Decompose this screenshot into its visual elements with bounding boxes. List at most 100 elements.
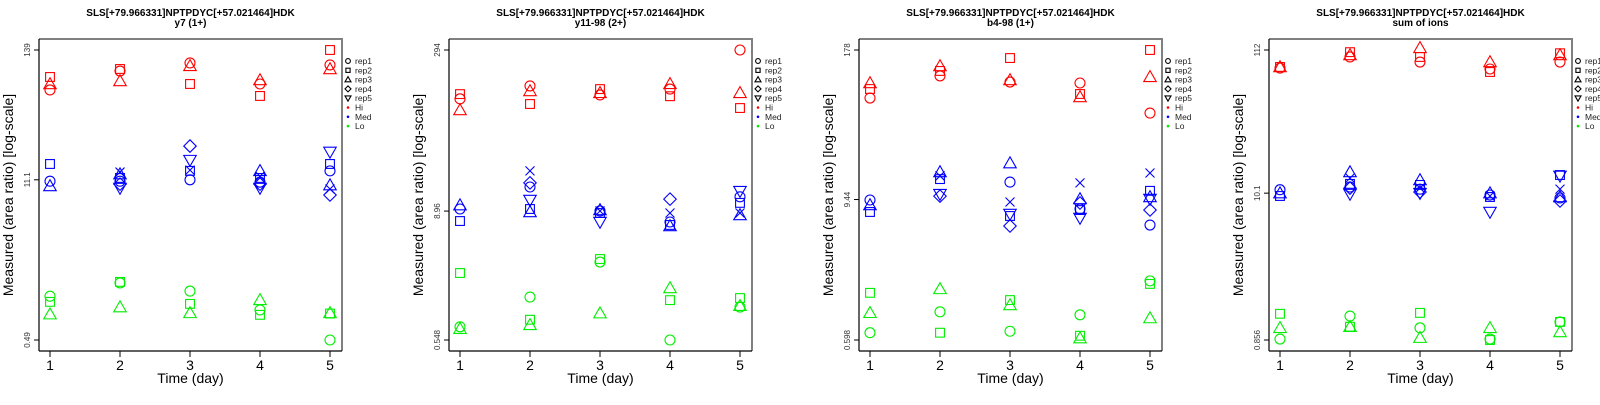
chart-panel: SLS[+79.966331]NPTPDYC[+57.021464]HDK b4… <box>820 8 1192 386</box>
x-tick-label: 1 <box>46 357 54 373</box>
data-point-med-diamond-marker <box>182 139 198 154</box>
data-point-hi-circle-marker <box>254 78 266 90</box>
legend-label: Hi <box>1175 103 1183 113</box>
y-tick-label: 294 <box>433 43 442 57</box>
data-point-hi-square-marker <box>255 91 265 101</box>
y-axis-label: Measured (area ratio) [log-scale] <box>0 94 16 296</box>
data-point-med-diamond-marker <box>1002 218 1018 234</box>
legend-label: Med <box>1175 112 1192 122</box>
data-point-hi-square-marker <box>1485 67 1495 77</box>
data-point-med-triangle-marker <box>522 204 538 218</box>
legend-triangle-icon <box>1164 75 1172 83</box>
plot-frame <box>39 38 343 351</box>
data-point-lo-circle-marker <box>1004 325 1016 337</box>
data-point-med-inverted-triangle-marker <box>732 185 748 199</box>
data-point-lo-square-marker <box>325 308 335 319</box>
legend-label: rep1 <box>1175 56 1192 66</box>
data-point-lo-triangle-marker <box>1002 297 1018 311</box>
legend-label: rep4 <box>355 84 372 94</box>
data-point-lo-triangle-marker <box>862 305 878 319</box>
data-point-med-square-marker <box>525 204 535 214</box>
data-point-hi-square-marker <box>595 84 605 95</box>
data-point-med-inverted-triangle-marker <box>1142 193 1158 207</box>
data-point-med-circle-marker <box>1274 184 1286 196</box>
data-point-med-square-marker <box>1275 191 1285 201</box>
data-point-med-triangle-marker <box>1072 191 1088 205</box>
chart-panel: SLS[+79.966331]NPTPDYC[+57.021464]HDK y1… <box>410 8 782 386</box>
legend-label: Lo <box>765 121 775 131</box>
data-point-med-circle-marker <box>1004 176 1016 188</box>
legend-label: rep3 <box>765 75 782 85</box>
data-point-lo-square-marker <box>1275 308 1285 319</box>
data-point-lo-circle-marker <box>864 327 876 339</box>
y-tick-label: 10.1 <box>1253 185 1262 201</box>
data-point-hi-square-marker <box>1415 52 1425 62</box>
data-point-hi-triangle-marker <box>592 85 608 99</box>
data-point-med-circle-marker <box>524 181 536 193</box>
y-tick-label: 178 <box>843 43 852 57</box>
data-point-lo-square-marker <box>525 314 535 325</box>
data-point-hi-square-marker <box>935 65 945 76</box>
data-point-hi-square-marker <box>1145 45 1155 55</box>
data-point-hi-triangle-marker <box>322 61 338 75</box>
data-point-hi-square-marker <box>455 89 465 100</box>
data-point-hi-triangle-marker <box>1142 69 1158 83</box>
x-tick-label: 4 <box>1076 357 1084 373</box>
data-point-med-triangle-marker <box>322 177 338 191</box>
data-point-lo-circle-marker <box>1074 309 1086 321</box>
x-tick-label: 2 <box>936 357 944 373</box>
data-point-med-circle-marker <box>734 191 746 203</box>
x-tick-label: 2 <box>116 357 124 373</box>
chart-title: SLS[+79.966331]NPTPDYC[+57.021464]HDK <box>1316 8 1525 19</box>
data-point-hi-circle-marker <box>1074 77 1086 89</box>
data-point-med-inverted-triangle-marker <box>1072 212 1088 226</box>
data-point-med-circle-marker <box>184 174 196 186</box>
data-point-lo-triangle-marker <box>112 299 128 313</box>
data-point-med-inverted-triangle-marker <box>1482 206 1498 220</box>
data-point-hi-circle-marker <box>1274 62 1286 74</box>
data-point-med-square-marker <box>735 197 745 208</box>
data-point-med-inverted-triangle-marker <box>1342 188 1358 202</box>
legend-dot-icon <box>1576 106 1580 109</box>
legend-inverted-triangle-icon <box>1164 95 1172 103</box>
data-point-med-x-marker <box>1075 177 1085 188</box>
legend-inverted-triangle-icon <box>1574 95 1582 103</box>
data-point-hi-triangle-marker <box>662 76 678 90</box>
legend-label: rep5 <box>1175 93 1192 103</box>
data-point-med-diamond-marker <box>662 192 678 207</box>
data-point-med-inverted-triangle-marker <box>522 194 538 208</box>
data-point-hi-triangle-marker <box>1072 89 1088 103</box>
x-tick-label: 5 <box>1146 357 1154 373</box>
x-tick-label: 4 <box>256 357 264 373</box>
y-tick-label: 0.49 <box>23 332 32 348</box>
y-tick-label: 8.96 <box>433 203 442 219</box>
data-point-hi-square-marker <box>1005 53 1015 63</box>
legend-label: Hi <box>355 103 363 113</box>
data-point-med-x-marker <box>665 208 675 218</box>
legend-triangle-icon <box>1574 75 1582 83</box>
data-point-hi-triangle-marker <box>732 85 748 99</box>
data-point-lo-triangle-marker <box>42 306 58 320</box>
x-axis-label: Time (day) <box>567 370 633 386</box>
data-point-med-square-marker <box>45 159 55 169</box>
legend-dot-icon <box>756 115 760 119</box>
data-point-hi-triangle-marker <box>252 72 268 86</box>
data-point-lo-circle-marker <box>324 334 336 346</box>
legend-label: rep1 <box>1585 56 1600 66</box>
legend-label: rep5 <box>355 93 372 103</box>
data-point-med-triangle-marker <box>732 207 748 221</box>
legend-square-icon <box>1575 67 1581 73</box>
legend-label: Med <box>765 112 782 122</box>
y-tick-label: 0.598 <box>843 329 852 350</box>
legend: rep1 rep2 rep3 rep4 rep5 Hi Med Lo <box>344 56 372 131</box>
data-points <box>1272 40 1568 345</box>
x-tick-label: 5 <box>736 357 744 373</box>
data-point-hi-square-marker <box>325 45 335 55</box>
data-point-lo-circle-marker <box>734 301 746 313</box>
chart-title: SLS[+79.966331]NPTPDYC[+57.021464]HDK <box>86 8 295 19</box>
legend-square-icon <box>345 67 351 73</box>
legend-label: Lo <box>355 121 365 131</box>
chart-title: SLS[+79.966331]NPTPDYC[+57.021464]HDK <box>496 8 705 19</box>
data-point-med-inverted-triangle-marker <box>322 146 338 160</box>
